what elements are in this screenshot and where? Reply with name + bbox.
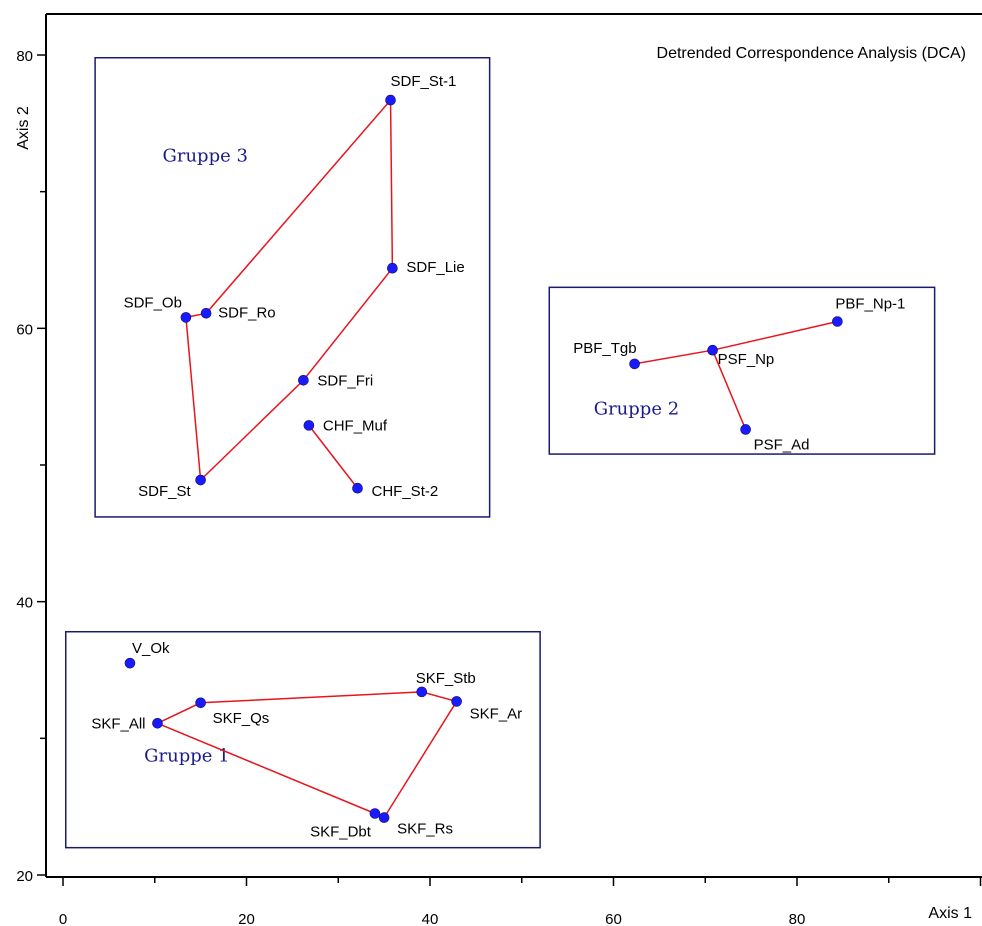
data-point [195,474,206,486]
point-label: SDF_Ro [218,304,276,321]
point-label: SDF_St-1 [391,73,457,90]
y-tick-label: 80 [16,48,33,65]
points [124,94,843,823]
chart-title: Detrended Correspondence Analysis (DCA) [657,45,966,62]
group-label: Gruppe 1 [144,746,229,767]
point-label: PSF_Ad [754,436,810,453]
y-tick-label: 20 [16,868,33,885]
data-point [352,482,363,494]
point-labels: SDF_St-1 SDF_Lie SDF_Ob SDF_Ro SDF_Fri CHF_Mu… [91,73,905,840]
point-label: SDF_Fri [317,372,373,389]
data-point [298,374,309,386]
data-point [180,312,192,323]
data-point [303,420,315,431]
y-tick-label: 40 [16,595,33,612]
group-box [548,286,936,455]
data-point [451,696,462,707]
y-axis-label: Axis 2 [15,106,32,150]
point-label: PBF_Tgb [573,340,636,357]
data-point [195,697,206,709]
data-point [416,686,428,698]
point-label: CHF_Muf [323,417,388,434]
point-label: SKF_Rs [397,821,453,838]
x-tick-label: 80 [789,911,806,926]
point-label: SKF_Dbt [310,824,372,841]
group-box [94,56,491,518]
point-label: PBF_Np-1 [835,296,905,313]
group-label: Gruppe 3 [162,146,247,167]
data-point [832,316,843,327]
data-point [124,657,136,669]
x-tick-label: 40 [422,911,439,926]
point-label: SDF_St [138,483,191,500]
point-label: SKF_Ar [470,705,523,722]
group-boxes: Gruppe 3 Gruppe 2 Gruppe 1 [65,56,936,849]
group-label: Gruppe 2 [594,398,679,419]
data-point [387,262,398,274]
x-tick-label: 0 [59,911,67,926]
data-point [385,94,396,106]
x-tick-label: 20 [238,911,255,926]
data-point [740,424,751,435]
x-axis-label: Axis 1 [928,905,972,922]
point-label: SDF_Lie [406,259,464,276]
point-label: SDF_Ob [124,294,182,311]
hull-line [308,424,359,489]
data-point [369,808,381,819]
point-label: V_Ok [132,640,170,657]
data-point [152,717,163,729]
data-point [378,812,390,823]
point-label: CHF_St-2 [372,483,439,500]
data-point [200,307,212,319]
y-tick-label: 60 [16,321,33,338]
data-point [629,358,640,370]
point-label: SKF_Qs [213,710,270,727]
axes: 0 20 40 60 80 20 40 60 80 [16,13,982,926]
point-label: PSF_Np [718,351,775,368]
data-point [707,344,718,356]
hull-line [711,349,747,430]
point-label: SKF_All [91,715,145,732]
point-label: SKF_Stb [416,670,476,687]
group-box [65,630,541,849]
x-tick-label: 60 [605,911,622,926]
